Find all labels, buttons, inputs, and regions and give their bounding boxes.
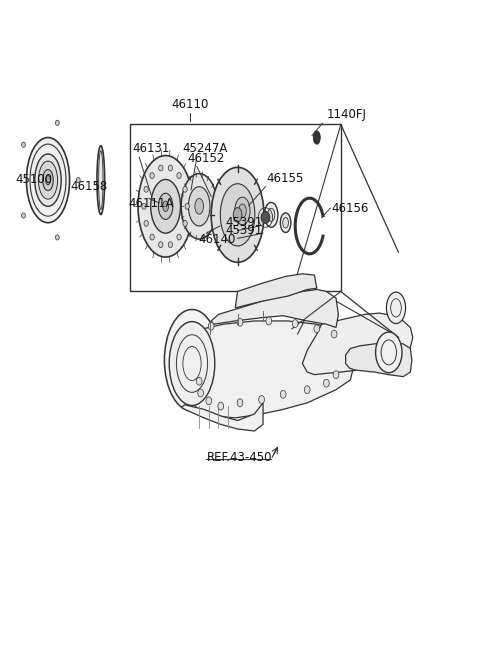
- Circle shape: [292, 320, 298, 328]
- Ellipse shape: [220, 183, 255, 246]
- Ellipse shape: [150, 234, 154, 240]
- Circle shape: [266, 317, 272, 325]
- Circle shape: [206, 397, 212, 405]
- Ellipse shape: [188, 187, 210, 226]
- Polygon shape: [346, 342, 412, 377]
- Polygon shape: [302, 313, 413, 375]
- Ellipse shape: [158, 165, 163, 171]
- Ellipse shape: [35, 154, 61, 206]
- Ellipse shape: [375, 332, 402, 373]
- Text: 46158: 46158: [70, 180, 108, 193]
- Text: 46111A: 46111A: [129, 196, 174, 210]
- Bar: [130, 124, 341, 291]
- Ellipse shape: [177, 173, 181, 179]
- Ellipse shape: [76, 178, 80, 183]
- Circle shape: [237, 399, 243, 407]
- Circle shape: [259, 396, 264, 403]
- Ellipse shape: [185, 203, 189, 210]
- Ellipse shape: [144, 186, 148, 192]
- Polygon shape: [235, 274, 317, 308]
- Text: 46131: 46131: [132, 142, 169, 155]
- Ellipse shape: [195, 198, 204, 214]
- Text: 46110: 46110: [171, 98, 208, 111]
- Ellipse shape: [183, 186, 187, 192]
- Circle shape: [314, 325, 320, 333]
- Text: REF.43-450: REF.43-450: [206, 451, 272, 464]
- Text: 1140FJ: 1140FJ: [326, 108, 366, 121]
- Ellipse shape: [181, 174, 217, 239]
- Ellipse shape: [235, 197, 250, 225]
- Ellipse shape: [386, 292, 406, 324]
- Text: 46152: 46152: [187, 152, 225, 165]
- Text: 46156: 46156: [331, 202, 369, 215]
- Ellipse shape: [55, 234, 59, 240]
- Ellipse shape: [26, 138, 70, 223]
- Ellipse shape: [280, 213, 291, 233]
- Ellipse shape: [267, 208, 275, 221]
- Ellipse shape: [168, 242, 173, 248]
- Ellipse shape: [239, 204, 246, 217]
- Ellipse shape: [150, 173, 154, 179]
- Circle shape: [198, 389, 204, 397]
- Ellipse shape: [169, 322, 215, 405]
- Ellipse shape: [158, 242, 163, 248]
- Text: 46140: 46140: [198, 233, 236, 246]
- Ellipse shape: [164, 310, 219, 411]
- Ellipse shape: [177, 234, 181, 240]
- Text: 46155: 46155: [266, 172, 304, 185]
- Circle shape: [196, 377, 202, 385]
- Ellipse shape: [43, 170, 53, 191]
- Polygon shape: [211, 290, 338, 328]
- Circle shape: [218, 402, 224, 410]
- Circle shape: [333, 371, 339, 379]
- Polygon shape: [192, 321, 355, 418]
- Ellipse shape: [38, 161, 58, 199]
- Circle shape: [208, 322, 214, 330]
- Ellipse shape: [144, 196, 148, 204]
- Ellipse shape: [163, 201, 168, 212]
- Ellipse shape: [211, 167, 264, 262]
- Ellipse shape: [22, 213, 25, 218]
- Ellipse shape: [313, 131, 320, 144]
- Circle shape: [237, 318, 243, 326]
- Ellipse shape: [264, 202, 278, 227]
- Circle shape: [331, 330, 337, 338]
- Ellipse shape: [22, 142, 25, 147]
- Text: 45100: 45100: [15, 173, 52, 186]
- Ellipse shape: [55, 121, 59, 126]
- Polygon shape: [181, 403, 263, 431]
- Text: 45247A: 45247A: [182, 142, 228, 155]
- Ellipse shape: [151, 179, 180, 233]
- Circle shape: [280, 390, 286, 398]
- Ellipse shape: [233, 208, 242, 222]
- Ellipse shape: [138, 156, 193, 257]
- Ellipse shape: [142, 203, 146, 210]
- Ellipse shape: [158, 193, 173, 219]
- Ellipse shape: [97, 146, 105, 215]
- Text: 45391: 45391: [226, 216, 263, 229]
- Ellipse shape: [168, 165, 173, 171]
- Circle shape: [304, 386, 310, 394]
- Ellipse shape: [183, 221, 187, 227]
- Ellipse shape: [144, 221, 148, 227]
- Ellipse shape: [283, 217, 288, 228]
- Ellipse shape: [46, 176, 50, 185]
- Circle shape: [261, 212, 270, 223]
- Text: 45391: 45391: [226, 224, 263, 237]
- Circle shape: [324, 379, 329, 387]
- Ellipse shape: [142, 192, 151, 208]
